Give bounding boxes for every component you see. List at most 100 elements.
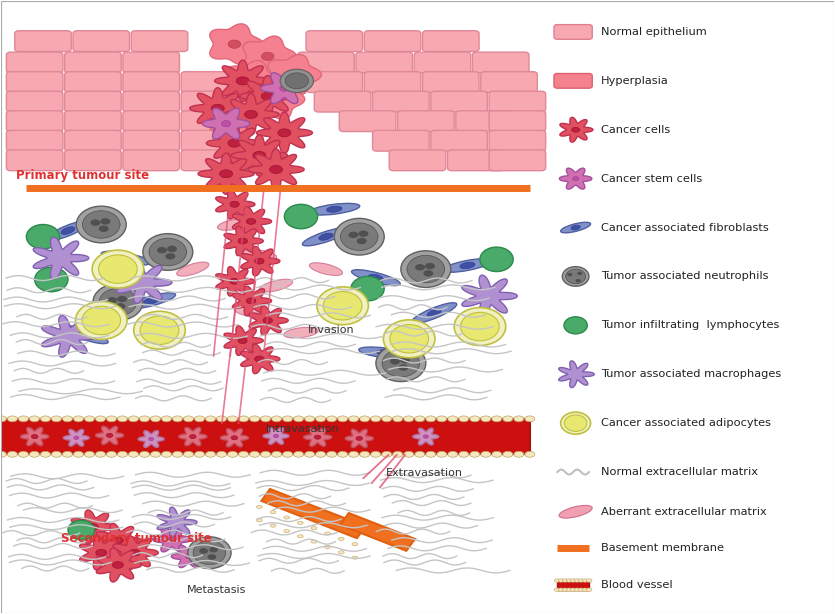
Ellipse shape	[63, 451, 73, 457]
Text: Secondary tumour site: Secondary tumour site	[61, 532, 212, 545]
Text: Blood vessel: Blood vessel	[600, 580, 672, 590]
Ellipse shape	[92, 250, 144, 288]
FancyBboxPatch shape	[64, 111, 121, 131]
Ellipse shape	[376, 345, 426, 381]
Text: Cancer associated fibroblasts: Cancer associated fibroblasts	[600, 222, 768, 233]
Ellipse shape	[167, 246, 186, 258]
Ellipse shape	[325, 532, 331, 535]
Polygon shape	[220, 429, 249, 447]
Ellipse shape	[571, 225, 580, 230]
Ellipse shape	[311, 540, 316, 543]
Ellipse shape	[274, 434, 279, 438]
FancyBboxPatch shape	[131, 31, 188, 52]
Ellipse shape	[282, 451, 292, 457]
FancyBboxPatch shape	[372, 91, 429, 112]
Ellipse shape	[391, 363, 411, 376]
Ellipse shape	[281, 69, 313, 93]
Ellipse shape	[514, 451, 524, 457]
Ellipse shape	[150, 451, 160, 457]
Ellipse shape	[221, 120, 230, 126]
Ellipse shape	[578, 588, 584, 591]
Ellipse shape	[208, 554, 216, 560]
Ellipse shape	[167, 246, 177, 252]
Ellipse shape	[216, 416, 226, 422]
Polygon shape	[21, 427, 48, 446]
Bar	[2, 419, 530, 454]
FancyBboxPatch shape	[364, 31, 421, 52]
Ellipse shape	[280, 85, 289, 91]
Ellipse shape	[236, 77, 249, 85]
Ellipse shape	[84, 416, 94, 422]
Ellipse shape	[398, 364, 408, 371]
Ellipse shape	[562, 579, 568, 582]
Ellipse shape	[461, 313, 499, 341]
Ellipse shape	[73, 436, 78, 440]
Ellipse shape	[253, 152, 266, 160]
Ellipse shape	[337, 451, 347, 457]
Ellipse shape	[270, 524, 276, 527]
Text: Cancer cells: Cancer cells	[600, 125, 670, 134]
Ellipse shape	[107, 297, 117, 303]
Ellipse shape	[149, 246, 169, 258]
Ellipse shape	[316, 416, 326, 422]
Ellipse shape	[230, 201, 239, 207]
Ellipse shape	[107, 451, 116, 457]
Ellipse shape	[297, 521, 303, 524]
Ellipse shape	[360, 416, 370, 422]
Polygon shape	[96, 548, 142, 582]
Ellipse shape	[129, 416, 139, 422]
Text: Extravasation: Extravasation	[386, 468, 463, 478]
Ellipse shape	[117, 296, 137, 308]
Polygon shape	[190, 88, 245, 129]
Ellipse shape	[573, 177, 579, 181]
FancyBboxPatch shape	[389, 150, 446, 171]
Ellipse shape	[338, 537, 344, 540]
Ellipse shape	[426, 416, 436, 422]
Polygon shape	[63, 429, 89, 446]
Ellipse shape	[326, 451, 337, 457]
Text: Invasion: Invasion	[307, 325, 354, 335]
Ellipse shape	[113, 562, 124, 569]
Ellipse shape	[514, 416, 524, 422]
Ellipse shape	[525, 451, 535, 457]
FancyBboxPatch shape	[431, 130, 488, 151]
Ellipse shape	[326, 206, 342, 212]
Ellipse shape	[460, 262, 475, 269]
FancyBboxPatch shape	[431, 91, 488, 112]
Polygon shape	[231, 134, 287, 176]
Ellipse shape	[559, 505, 592, 518]
Ellipse shape	[90, 219, 100, 226]
Ellipse shape	[454, 308, 506, 346]
Ellipse shape	[205, 451, 215, 457]
Polygon shape	[248, 149, 304, 190]
Polygon shape	[462, 275, 518, 317]
Ellipse shape	[83, 211, 120, 238]
FancyBboxPatch shape	[339, 111, 396, 131]
Text: Hyperplasia: Hyperplasia	[600, 76, 668, 86]
Ellipse shape	[586, 588, 592, 591]
Ellipse shape	[358, 230, 368, 237]
Ellipse shape	[100, 218, 110, 225]
FancyBboxPatch shape	[489, 150, 545, 171]
Ellipse shape	[310, 263, 342, 276]
Polygon shape	[210, 97, 263, 138]
Polygon shape	[345, 429, 373, 448]
FancyBboxPatch shape	[64, 130, 121, 151]
Polygon shape	[171, 545, 206, 567]
Ellipse shape	[284, 327, 318, 338]
Ellipse shape	[52, 451, 62, 457]
Ellipse shape	[193, 541, 225, 565]
FancyBboxPatch shape	[356, 52, 412, 73]
Ellipse shape	[184, 451, 194, 457]
Ellipse shape	[91, 212, 111, 225]
FancyBboxPatch shape	[397, 111, 454, 131]
FancyBboxPatch shape	[306, 72, 362, 93]
Ellipse shape	[228, 114, 240, 122]
FancyBboxPatch shape	[489, 91, 545, 112]
FancyBboxPatch shape	[123, 111, 180, 131]
FancyBboxPatch shape	[64, 150, 121, 171]
Ellipse shape	[0, 416, 7, 422]
Polygon shape	[210, 24, 263, 64]
Ellipse shape	[341, 223, 378, 251]
Ellipse shape	[574, 588, 580, 591]
